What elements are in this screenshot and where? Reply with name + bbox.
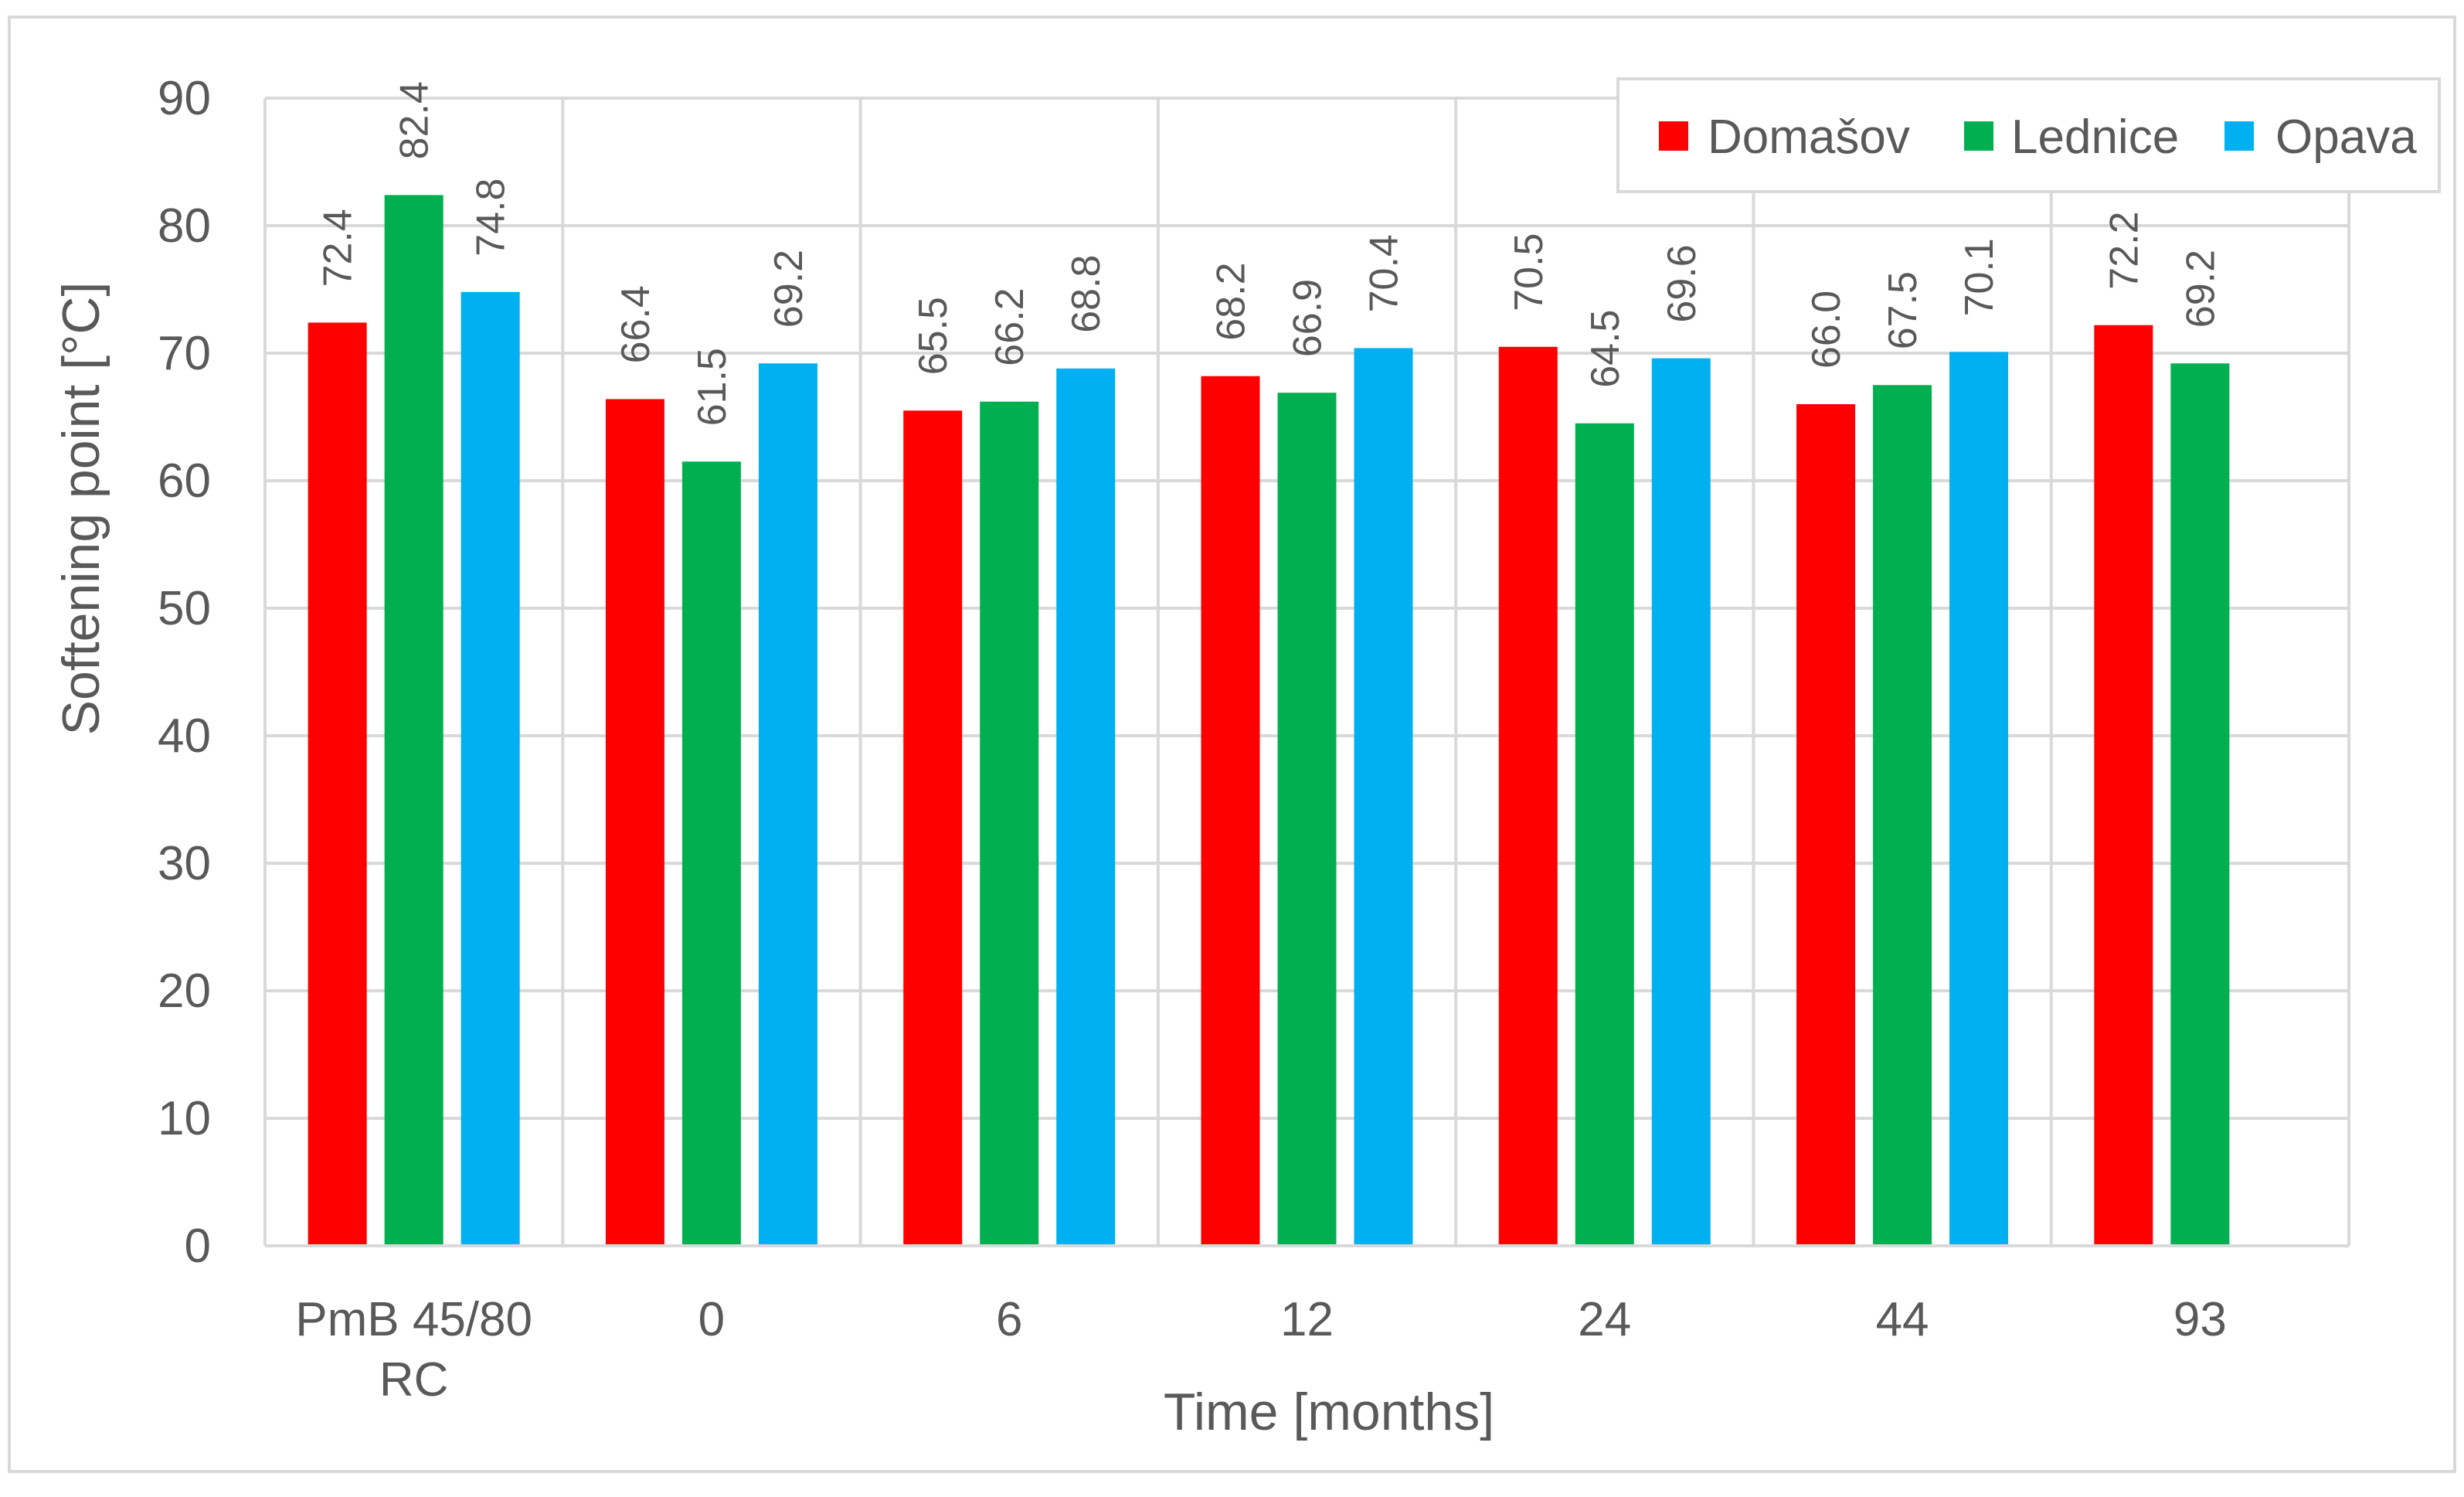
data-label: 66.2 — [987, 287, 1032, 366]
x-tick-label: PmB 45/80 — [295, 1293, 532, 1346]
data-label: 68.8 — [1064, 255, 1109, 333]
bar — [2094, 325, 2153, 1247]
y-tick-label: 10 — [158, 1092, 211, 1145]
data-label: 69.2 — [766, 250, 811, 328]
x-tick-label: 12 — [1280, 1293, 1334, 1346]
data-label: 66.4 — [613, 285, 658, 363]
y-tick-label: 60 — [158, 454, 211, 508]
bar — [758, 363, 817, 1247]
legend-swatch — [1659, 121, 1688, 151]
bar — [1277, 393, 1337, 1246]
legend-swatch — [2224, 121, 2254, 151]
bar — [1354, 348, 1413, 1246]
data-label: 70.5 — [1507, 233, 1551, 311]
y-tick-label: 30 — [158, 837, 211, 890]
x-tick-label: 44 — [1876, 1293, 1929, 1346]
y-tick-label: 50 — [158, 582, 211, 635]
data-label: 69.2 — [2178, 250, 2223, 328]
axes: 0 10 20 30 40 50 60 70 80 90 PmB 45/80 RC 0 6 12 24 44 93 — [158, 72, 2349, 1407]
y-tick-label: 0 — [185, 1220, 211, 1273]
bar — [1201, 376, 1260, 1247]
data-label: 70.4 — [1362, 234, 1407, 312]
bar — [1498, 346, 1558, 1246]
bar — [980, 401, 1039, 1247]
bar — [1873, 385, 1932, 1246]
data-label: 72.4 — [316, 209, 361, 287]
data-label: 69.6 — [1660, 244, 1704, 322]
legend-label: Domašov — [1708, 111, 1910, 164]
data-labels: 72.4 82.4 74.8 66.4 61.5 69.2 65.5 66.2 68.8 68.2… — [316, 81, 2224, 426]
y-tick-label: 40 — [158, 709, 211, 763]
legend-label: Opava — [2275, 111, 2417, 164]
legend: Domašov Lednice Opava — [1616, 77, 2441, 193]
bar — [605, 399, 664, 1246]
y-axis-title: Softening point [°C] — [52, 282, 110, 736]
bar — [1651, 358, 1711, 1247]
x-tick-label: 0 — [698, 1293, 725, 1346]
x-tick-label: 24 — [1578, 1293, 1631, 1346]
data-label: 67.5 — [1881, 271, 1925, 349]
x-tick-label: 93 — [2173, 1293, 2227, 1346]
data-label: 68.2 — [1209, 262, 1254, 340]
bar — [1056, 368, 1116, 1246]
x-axis-title: Time [months] — [1164, 1383, 1494, 1441]
bar — [2170, 363, 2230, 1247]
bar — [681, 461, 741, 1246]
bar — [461, 291, 520, 1246]
bar — [384, 195, 444, 1246]
data-label: 65.5 — [911, 297, 956, 375]
x-tick-label: 6 — [996, 1293, 1022, 1346]
data-label: 61.5 — [690, 348, 735, 426]
data-label: 70.1 — [1957, 238, 2002, 316]
data-label: 64.5 — [1583, 310, 1628, 388]
legend-box — [1616, 77, 2441, 193]
data-label: 66.9 — [1286, 279, 1331, 357]
bar — [308, 322, 367, 1246]
y-tick-label: 90 — [158, 72, 211, 125]
data-label: 82.4 — [393, 81, 437, 159]
bar — [1949, 352, 2009, 1247]
legend-label: Lednice — [2011, 111, 2179, 164]
legend-swatch — [1964, 121, 1993, 151]
data-label: 66.0 — [1804, 291, 1849, 369]
data-label: 74.8 — [469, 179, 514, 257]
bars — [308, 195, 2230, 1247]
x-tick-label: RC — [379, 1353, 449, 1407]
y-tick-label: 70 — [158, 327, 211, 380]
y-tick-label: 80 — [158, 199, 211, 253]
bar — [1575, 423, 1634, 1246]
data-label: 72.2 — [2102, 211, 2146, 289]
bar — [1796, 404, 1856, 1246]
y-tick-label: 20 — [158, 965, 211, 1018]
bar — [903, 410, 963, 1246]
